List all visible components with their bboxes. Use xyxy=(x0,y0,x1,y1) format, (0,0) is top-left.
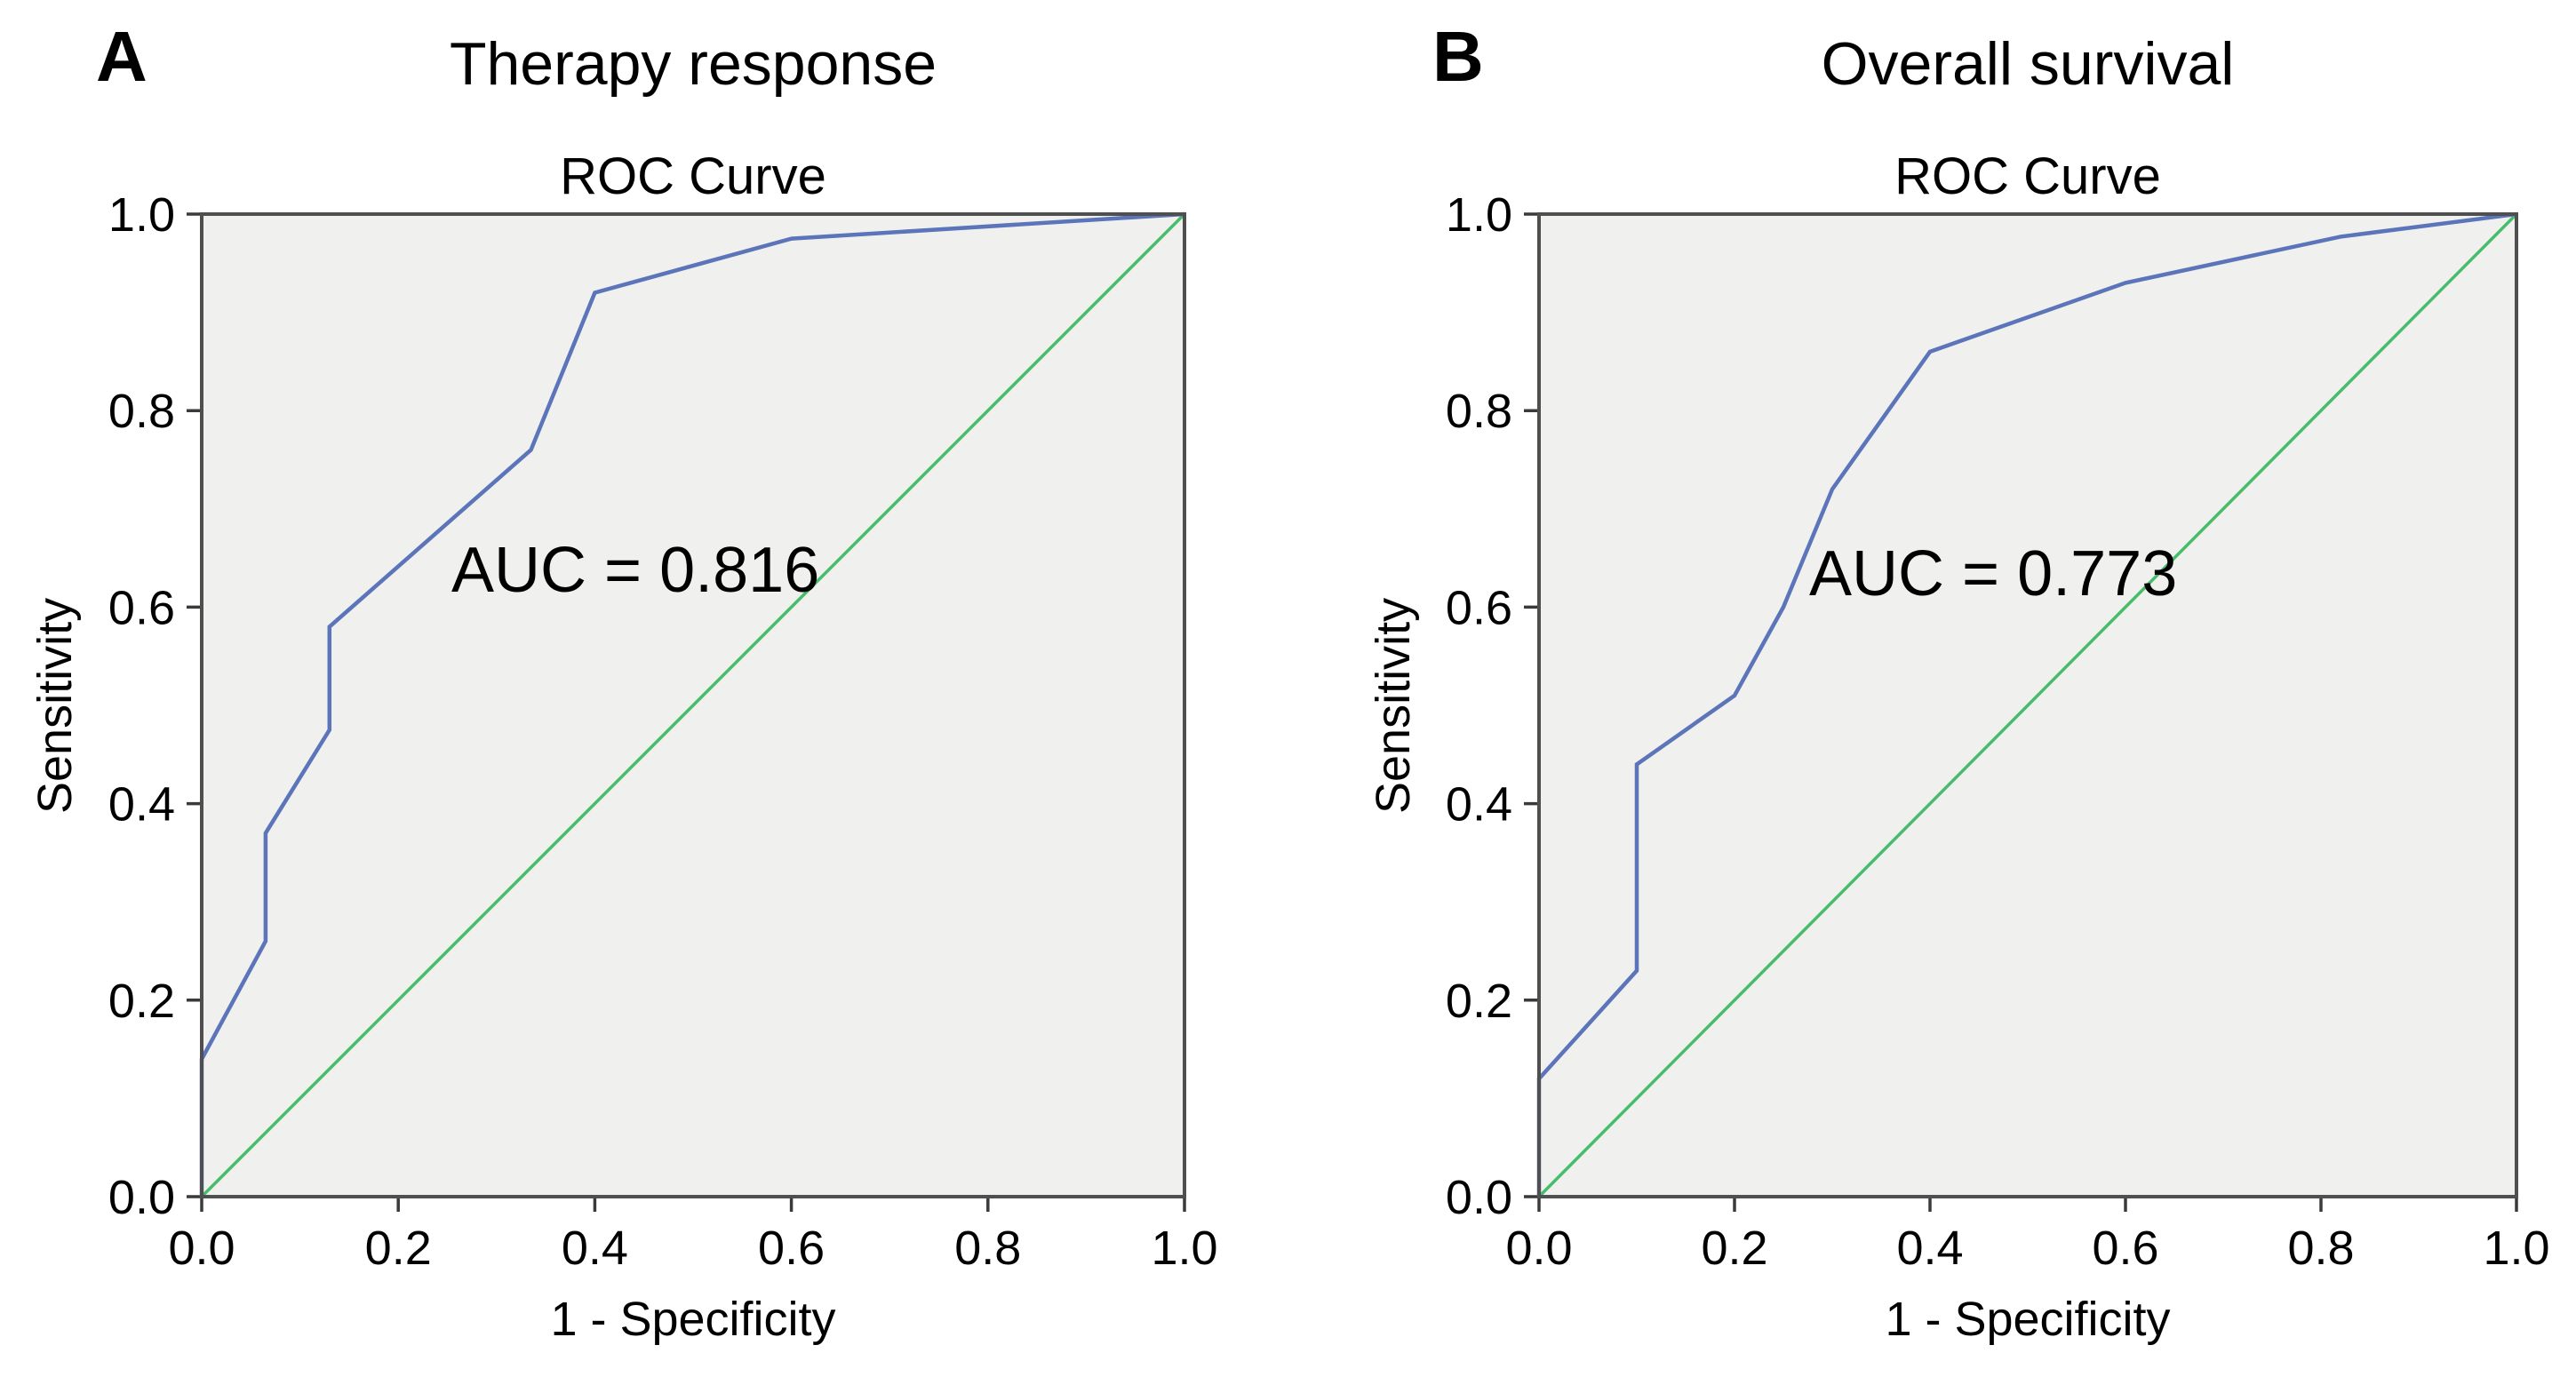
x-tick-label: 0.8 xyxy=(954,1222,1021,1275)
plot-frame xyxy=(200,212,1186,1198)
panel-a-y-axis-title: Sensitivity xyxy=(28,597,82,814)
panel-b-title: Overall survival xyxy=(1821,30,2235,98)
y-tick-label: 0.4 xyxy=(1446,778,1512,832)
panel-a-auc-annotation: AUC = 0.816 xyxy=(451,535,820,606)
panel-a-x-axis-title: 1 - Specificity xyxy=(550,1293,836,1346)
panel-a-letter: A xyxy=(96,17,148,96)
panel-b-x-axis-title: 1 - Specificity xyxy=(1885,1293,2171,1346)
x-tick-label: 1.0 xyxy=(1151,1222,1217,1275)
reference-diagonal-line xyxy=(200,212,1186,1198)
panel-b-letter: B xyxy=(1432,17,1484,96)
y-tick-label: 1.0 xyxy=(1446,188,1512,242)
roc-curve-line xyxy=(1536,211,2517,1197)
panel-b-chart-title: ROC Curve xyxy=(1894,147,2161,205)
roc-curve-line xyxy=(199,211,1185,1197)
y-tick-label: 0.6 xyxy=(1446,581,1512,634)
x-tick-label: 0.0 xyxy=(168,1222,235,1275)
y-tick-label: 0.2 xyxy=(108,975,175,1028)
panel-a-roc-plot: 0.0 0.2 0.4 0.6 0.8 1.0 0.0 0.2 0.4 0.6 0.8 1.0 xyxy=(108,188,1218,1275)
x-tick-label: 0.8 xyxy=(2287,1222,2354,1275)
plot-frame xyxy=(1537,212,2518,1198)
x-tick-label: 0.6 xyxy=(758,1222,825,1275)
x-tick-label: 0.0 xyxy=(1505,1222,1572,1275)
panel-b-y-axis-title: Sensitivity xyxy=(1367,597,1420,814)
panel-b-roc-plot: 0.0 0.2 0.4 0.6 0.8 1.0 0.0 0.2 0.4 0.6 0.8 1.0 xyxy=(1446,188,2550,1275)
y-tick-label: 0.2 xyxy=(1446,975,1512,1028)
y-tick-label: 1.0 xyxy=(108,188,175,242)
x-tick-label: 1.0 xyxy=(2483,1222,2549,1275)
panel-a-chart-title: ROC Curve xyxy=(560,147,826,205)
panel-b-auc-annotation: AUC = 0.773 xyxy=(1809,538,2178,609)
y-tick-label: 0.0 xyxy=(108,1171,175,1224)
x-tick-label: 0.2 xyxy=(1701,1222,1767,1275)
reference-diagonal-line xyxy=(1537,212,2518,1198)
x-tick-label: 0.2 xyxy=(365,1222,432,1275)
y-tick-label: 0.4 xyxy=(108,778,175,832)
y-tick-label: 0.0 xyxy=(1446,1171,1512,1224)
y-tick-label: 0.8 xyxy=(1446,385,1512,438)
x-tick-label: 0.4 xyxy=(1896,1222,1963,1275)
y-tick-label: 0.6 xyxy=(108,581,175,634)
y-tick-label: 0.8 xyxy=(108,385,175,438)
panel-a-title: Therapy response xyxy=(449,30,937,98)
x-tick-label: 0.6 xyxy=(2092,1222,2158,1275)
x-tick-label: 0.4 xyxy=(562,1222,628,1275)
